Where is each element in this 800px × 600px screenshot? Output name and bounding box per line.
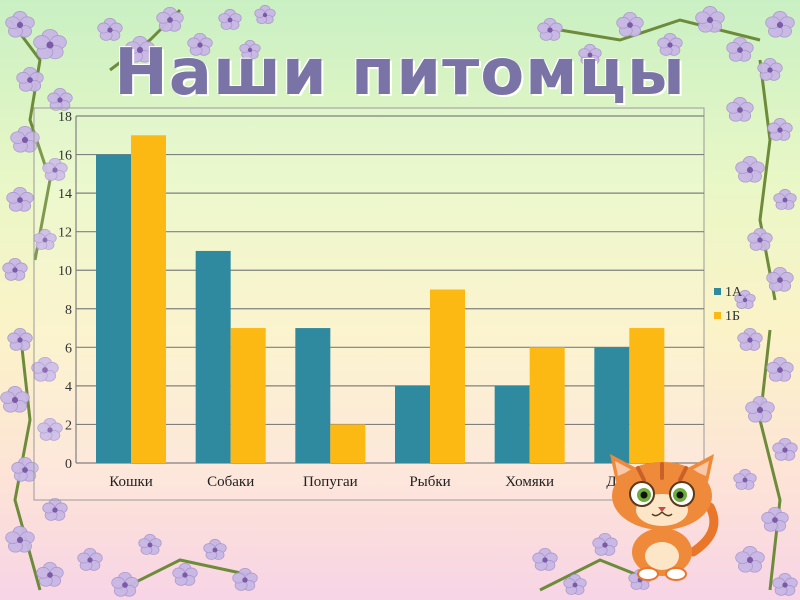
flower-branch-icon [772,437,798,461]
flower-branch-icon [592,532,618,556]
legend: 1А 1Б [714,285,743,324]
x-category-label: Кошки [109,474,153,490]
branch-stem [758,329,782,591]
flower-branch-icon [6,186,34,212]
x-category-label: Попугаи [303,474,358,490]
flower-branch-icon [31,356,59,382]
flower-branch-icon [657,32,683,56]
y-tick-label: 8 [65,303,72,318]
flower-branch-icon [42,497,68,521]
bar-2 [430,289,465,463]
flower-branch-icon [757,57,783,81]
bar-1 [195,250,231,463]
flower-branch-icon [77,547,103,571]
flower-branch-icon [737,327,763,351]
y-tick-label: 0 [65,457,72,472]
bar-2 [529,347,565,463]
flower-branch-icon [187,32,213,56]
bar-1 [395,385,430,463]
flower-branch-icon [138,533,162,555]
flower-branch-icon [232,567,258,591]
flower-branch-icon [37,417,63,441]
flower-branch-icon [36,561,64,587]
flower-branch-icon [726,96,754,122]
flower-branch-icon [745,396,775,423]
cat-mascot-icon [610,454,719,581]
flower-branch-icon [5,526,35,553]
x-category-label: Хомяки [505,474,554,490]
flower-branch-icon [766,356,794,382]
flower-branch-icon [772,572,798,596]
branch-stem [119,558,251,592]
y-tick-label: 6 [65,341,72,356]
page-title: Наши питомцы [114,36,686,110]
branch-stem [8,19,52,261]
flower-branch-icon [747,227,773,251]
legend-label: 1Б [725,309,740,324]
flower-branch-icon [16,66,44,92]
x-category-label: Рыбки [409,474,450,490]
flower-branch-icon [761,506,789,532]
flower-branch-icon [563,573,587,595]
flower-branch-icon [7,327,33,351]
bar-2 [629,328,665,463]
flower-branch-icon [0,386,30,413]
bar-2 [230,328,266,463]
y-axis-ticks: 0 2 4 6 8 10 12 14 16 18 [58,110,72,472]
flower-branch-icon [695,6,725,33]
y-tick-label: 4 [65,380,72,395]
y-tick-label: 2 [65,418,72,433]
flower-branch-icon [765,11,795,38]
flower-branch-icon [735,546,765,573]
bar-2 [330,424,366,463]
flower-branch-icon [33,29,67,60]
flower-branch-icon [773,188,797,210]
bar-2 [131,135,166,463]
flower-branch-icon [11,456,39,482]
flower-branch-icon [532,547,558,571]
flower-branch-icon [2,257,28,281]
x-category-label: Собаки [207,474,254,490]
y-tick-label: 18 [58,110,72,125]
flower-branch-icon [726,36,754,62]
bar-1 [594,347,630,463]
flower-branch-icon [735,156,765,183]
flower-branch-icon [42,157,68,181]
flower-branch-icon [537,17,563,41]
flower-branch-icon [97,17,123,41]
flower-branch-icon [156,6,184,32]
y-tick-label: 10 [58,264,72,279]
flower-branch-icon [125,36,155,63]
legend-swatch [714,288,721,295]
branch-stem [758,59,777,301]
flower-branch-icon [111,571,139,597]
bar-1 [494,385,530,463]
y-tick-label: 14 [58,187,72,202]
legend-swatch [714,312,721,319]
y-tick-label: 12 [58,226,72,241]
flower-branch-icon [239,39,261,60]
legend-label: 1А [725,285,743,300]
flower-branch-icon [10,126,40,153]
flower-branch-icon [172,562,198,586]
bar-1 [96,154,131,464]
flower-branch-icon [616,11,644,37]
flower-branch-icon [767,117,793,141]
flower-branch-icon [203,538,227,560]
bar-1 [295,328,331,463]
flower-branch-icon [734,289,756,310]
bars [96,135,665,464]
flower-branch-icon [5,11,35,38]
flower-branch-icon [733,468,757,490]
flower-branch-icon [766,266,794,292]
flower-branch-icon [254,4,276,25]
flower-branch-icon [218,8,242,30]
flower-branch-icon [578,43,602,65]
y-tick-label: 16 [58,149,72,164]
